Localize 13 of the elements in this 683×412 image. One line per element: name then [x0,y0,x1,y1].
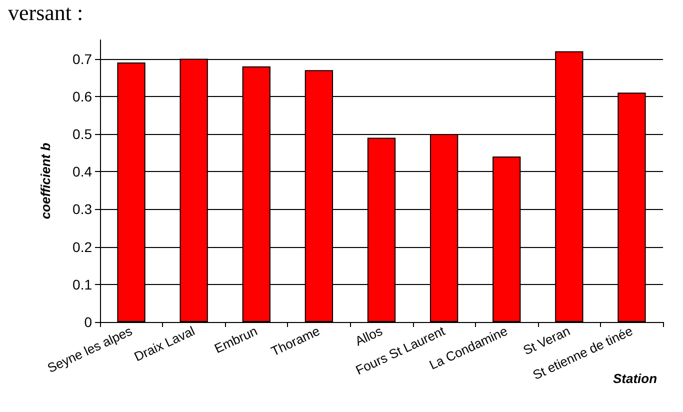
x-tick-label: Draix Laval [132,323,198,364]
y-tick-label: 0.1 [72,276,92,292]
y-tick-label: 0.5 [72,126,92,142]
y-tick-label: 0.2 [72,238,92,255]
y-tick-label: 0.7 [72,50,92,67]
y-tick-label: 0 [84,314,92,330]
x-axis-title: Station [613,371,658,386]
y-tick-label: 0.4 [72,164,92,180]
x-tick-label: Allos [352,322,386,349]
text: versant : [8,0,84,26]
y-tick-label: 0.6 [72,88,92,104]
y-tick-label: 0.3 [72,201,92,218]
y-axis-title: coefficient b [38,142,53,220]
